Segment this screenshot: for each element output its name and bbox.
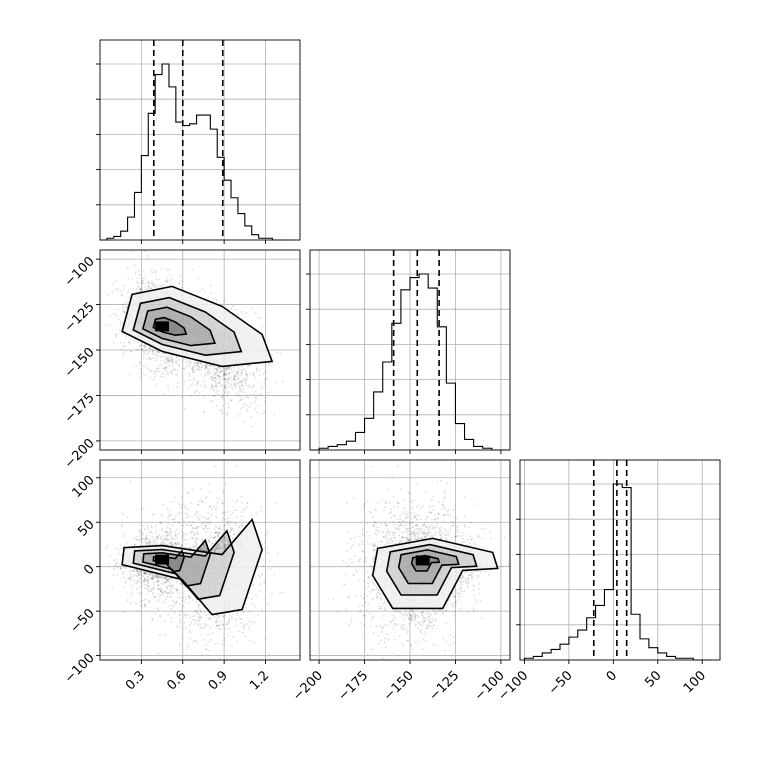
y-tick-label: −100 — [62, 651, 98, 687]
y-tick-label: −200 — [62, 436, 98, 472]
panel-frame — [99, 459, 301, 661]
density-cover — [122, 519, 263, 615]
x-tick-label: −50 — [546, 668, 576, 698]
density-shade — [122, 519, 263, 615]
contour-line — [142, 538, 211, 587]
contour-lines — [121, 518, 263, 616]
density-peak — [155, 554, 170, 565]
y-tick-label: 0 — [81, 562, 97, 578]
x-tick-label: −125 — [426, 668, 462, 704]
scatter-panel-1-2: −200 −175 −150 −125 −100 — [290, 459, 511, 704]
density-cover — [372, 538, 498, 609]
x-tick-label: 1.2 — [247, 668, 272, 693]
scatter-panel-0-1: −200 −175 −150 −125 −100 — [62, 249, 301, 472]
panel-frame — [99, 39, 301, 241]
density-peak — [155, 321, 170, 332]
contour-line — [385, 543, 478, 596]
density-shade — [142, 307, 215, 346]
y-tick-label: −150 — [62, 345, 98, 381]
x-tick-label: 100 — [681, 668, 709, 696]
histogram-panel-1 — [306, 249, 511, 454]
histogram-step — [100, 63, 294, 241]
x-tick-label: 0.9 — [206, 668, 231, 693]
density-shade — [372, 538, 498, 609]
y-tick-label: −175 — [62, 391, 98, 427]
contour-line — [121, 518, 263, 616]
x-tick-label: −200 — [290, 668, 326, 704]
density-shade — [133, 530, 235, 600]
x-tick-label: 0.6 — [164, 668, 189, 693]
contour-line — [397, 549, 460, 585]
y-tick-label: 100 — [69, 473, 97, 501]
density-shade — [386, 544, 477, 595]
panel-background — [100, 40, 300, 240]
contour-line — [371, 537, 499, 610]
x-tick-label: −150 — [381, 668, 417, 704]
x-tick-label: 50 — [642, 668, 664, 690]
x-tick-label: 0 — [604, 668, 620, 684]
contour-lines — [371, 537, 499, 610]
panel-frame — [519, 459, 721, 661]
contour-line — [132, 296, 243, 357]
contour-lines — [121, 285, 274, 368]
contour-line — [121, 285, 274, 368]
y-tick-label: −100 — [62, 254, 98, 290]
y-tick-label: −125 — [62, 300, 98, 336]
contour-line — [141, 306, 217, 347]
density-cover — [122, 286, 273, 367]
panel-background — [520, 460, 720, 660]
histogram-panel-0 — [96, 39, 301, 244]
histogram-step — [523, 483, 712, 661]
x-tick-label: −175 — [336, 668, 372, 704]
density-shade — [122, 286, 273, 367]
y-tick-label: −50 — [68, 606, 98, 636]
density-shade — [142, 540, 211, 586]
x-tick-label: 0.3 — [123, 668, 148, 693]
density-peak — [415, 555, 430, 566]
histogram-panel-2: −100 −50 0 50 100 — [495, 459, 721, 704]
scatter-panel-0-2: 0.3 0.6 0.9 1.2 −100 −50 0 50 100 — [62, 459, 301, 693]
y-tick-label: 50 — [75, 517, 97, 539]
contour-line — [132, 529, 235, 601]
histogram-step — [310, 273, 510, 451]
